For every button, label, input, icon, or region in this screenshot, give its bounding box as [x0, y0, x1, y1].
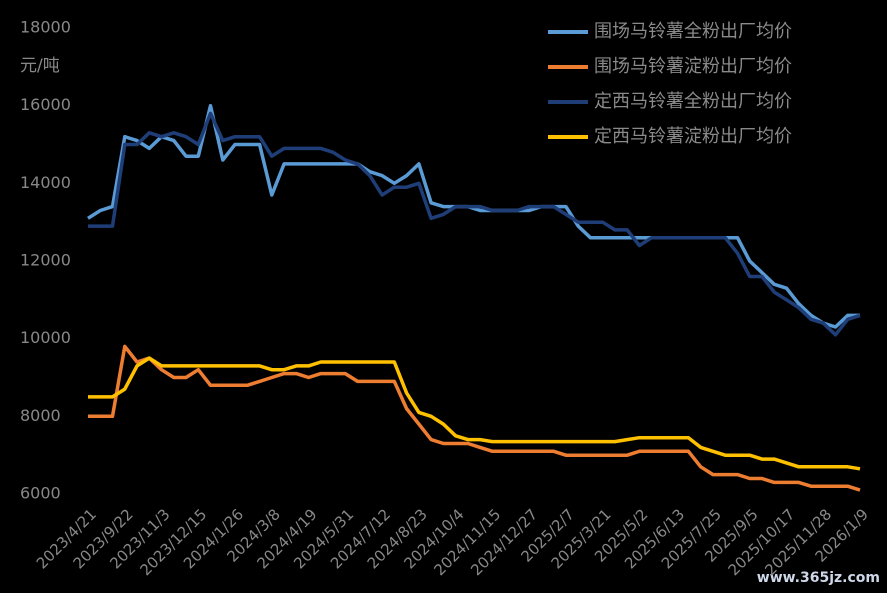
- y-tick-label: 8000: [20, 406, 61, 425]
- y-tick-label: 18000: [20, 18, 71, 37]
- y-tick-label: 12000: [20, 251, 71, 270]
- y-tick-label: 10000: [20, 328, 71, 347]
- y-axis-label: 元/吨: [20, 56, 60, 76]
- series-line: [88, 344, 861, 492]
- y-tick-label: 16000: [20, 95, 71, 114]
- series-line: [88, 111, 861, 337]
- legend-label: 围场马铃薯全粉出厂均价: [594, 21, 792, 42]
- y-tick-label: 6000: [20, 484, 61, 503]
- watermark: www.365jz.com: [757, 570, 880, 586]
- series-line: [87, 103, 860, 329]
- legend-label: 定西马铃薯淀粉出厂均价: [594, 126, 792, 147]
- legend-label: 围场马铃薯淀粉出厂均价: [594, 56, 792, 77]
- legend-label: 定西马铃薯全粉出厂均价: [594, 91, 792, 112]
- y-tick-label: 14000: [20, 173, 71, 192]
- series-line: [88, 356, 861, 471]
